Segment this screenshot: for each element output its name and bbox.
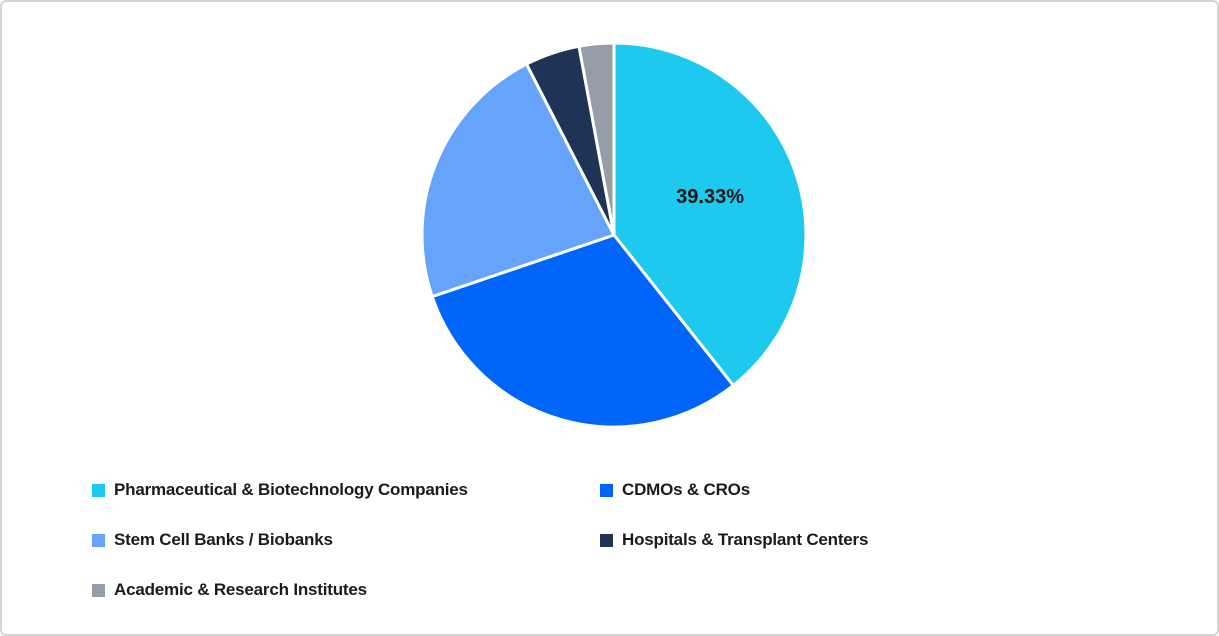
legend-swatch-icon bbox=[600, 483, 613, 497]
legend-item-stem-cell-banks: Stem Cell Banks / Biobanks bbox=[92, 530, 600, 550]
pie-slice bbox=[577, 41, 616, 237]
pie-slice bbox=[612, 41, 808, 387]
pie-slice bbox=[430, 233, 735, 429]
legend-item-pharma: Pharmaceutical & Biotechnology Companies bbox=[92, 480, 600, 500]
legend-swatch-icon bbox=[600, 533, 613, 547]
legend-label: Stem Cell Banks / Biobanks bbox=[114, 530, 333, 549]
legend-label: Academic & Research Institutes bbox=[114, 580, 367, 599]
legend-swatch-icon bbox=[92, 483, 105, 497]
legend-label: Pharmaceutical & Biotechnology Companies bbox=[114, 480, 468, 499]
legend-item-cdmos: CDMOs & CROs bbox=[600, 480, 868, 500]
legend: Pharmaceutical & Biotechnology Companies… bbox=[92, 465, 868, 615]
pie-slice bbox=[420, 62, 616, 299]
legend-label: CDMOs & CROs bbox=[622, 480, 750, 499]
legend-label: Hospitals & Transplant Centers bbox=[622, 530, 869, 549]
pie-data-label: 39.33% bbox=[676, 186, 744, 208]
legend-item-hospitals: Hospitals & Transplant Centers bbox=[600, 530, 868, 550]
legend-item-academic: Academic & Research Institutes bbox=[92, 580, 600, 600]
legend-swatch-icon bbox=[92, 583, 105, 597]
legend-swatch-icon bbox=[92, 533, 105, 547]
